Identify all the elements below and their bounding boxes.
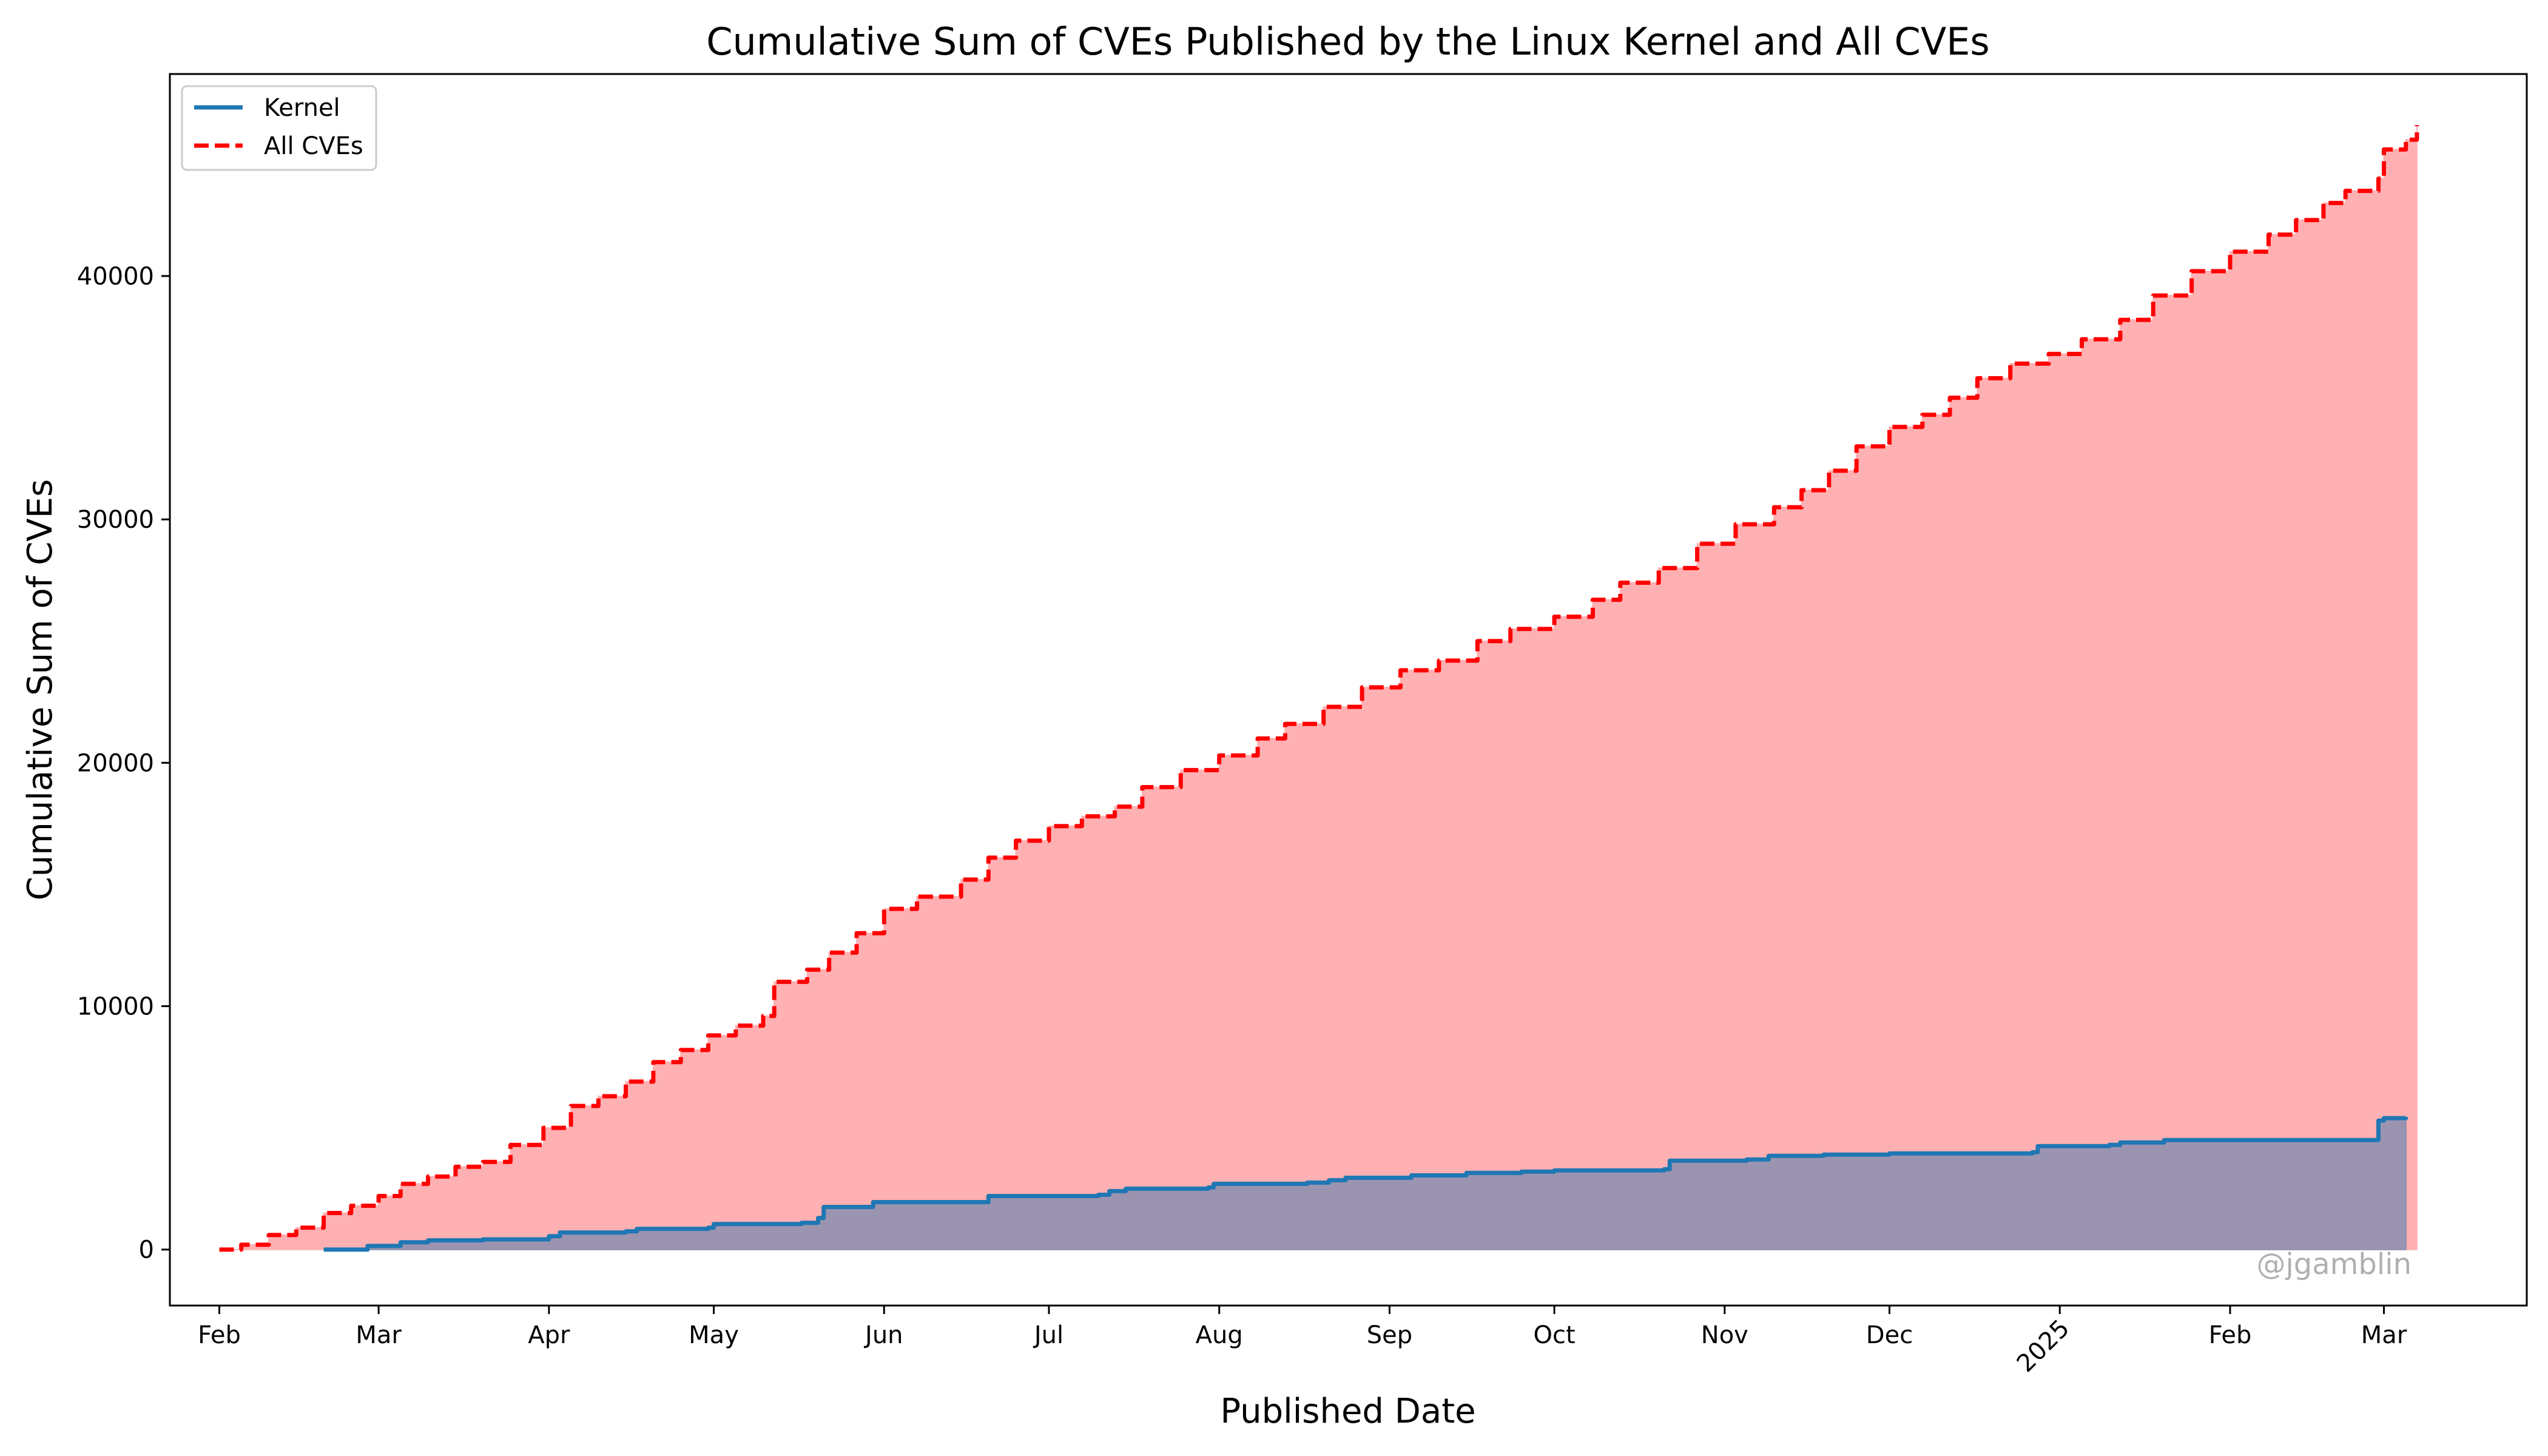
plot-frame — [169, 73, 2528, 1307]
y-tick-label: 10000 — [77, 993, 154, 1021]
x-axis-label: Published Date — [1220, 1392, 1475, 1431]
x-tick-label: Jul — [1033, 1321, 1063, 1349]
x-tick-label: May — [689, 1321, 739, 1349]
x-tick-label: Oct — [1534, 1321, 1576, 1349]
x-tick-label: Dec — [1866, 1321, 1913, 1349]
x-axis-ticks: Feb Mar Apr May Jun Jul Aug Sep Oct Nov Dec 2025 Feb… — [198, 1306, 2407, 1378]
x-tick-label: Jun — [863, 1321, 903, 1349]
y-tick-label: 0 — [139, 1236, 154, 1264]
series-line-all-cves — [219, 125, 2419, 1252]
series-lines — [219, 125, 2419, 1252]
x-tick-label: Apr — [528, 1321, 570, 1349]
legend-label-kernel: Kernel — [264, 94, 340, 122]
legend: Kernel All CVEs — [181, 85, 377, 171]
x-tick-label: Mar — [2361, 1321, 2407, 1349]
x-tick-label: Feb — [198, 1321, 241, 1349]
x-tick-label: Sep — [1367, 1321, 1412, 1349]
y-axis-label: Cumulative Sum of CVEs — [21, 479, 60, 901]
y-tick-label: 20000 — [77, 749, 154, 777]
legend-label-all-cves: All CVEs — [264, 132, 363, 160]
x-tick-label: Aug — [1196, 1321, 1243, 1349]
x-tick-label: Nov — [1701, 1321, 1748, 1349]
y-tick-label: 30000 — [77, 506, 154, 534]
x-tick-label: Feb — [2209, 1321, 2252, 1349]
y-tick-label: 40000 — [77, 263, 154, 291]
watermark-text: @jgamblin — [2256, 1247, 2412, 1281]
x-tick-label: Mar — [356, 1321, 402, 1349]
chart-title: Cumulative Sum of CVEs Published by the … — [706, 19, 1989, 64]
plot-area — [219, 125, 2419, 1252]
y-axis-ticks: 0 10000 20000 30000 40000 — [77, 263, 170, 1264]
series-line-kernel — [323, 1116, 2408, 1252]
